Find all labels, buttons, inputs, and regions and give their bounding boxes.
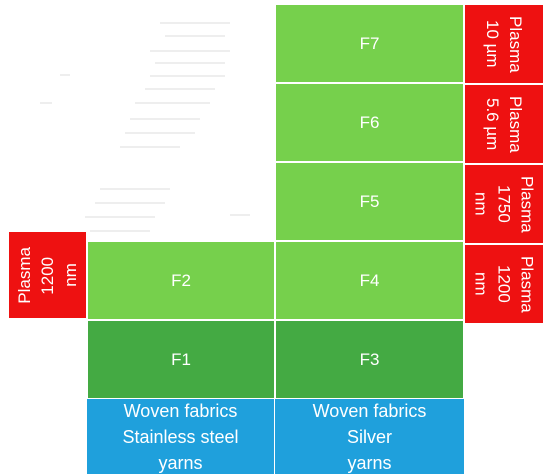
plasma-1200nm-right: Plasma 1200 nm	[464, 244, 544, 324]
plasma-10um-label: Plasma 10 µm	[483, 15, 525, 73]
fabric-f2-label: F2	[171, 270, 191, 290]
plasma-1200nm-right-label: Plasma 1200 nm	[471, 255, 537, 313]
plasma-1200nm-left-label: Plasma 1200 nm	[15, 246, 80, 304]
plasma-5-6um: Plasma 5.6 µm	[464, 84, 544, 164]
base-right-line-3: yarns	[347, 452, 392, 473]
plasma-1750nm-label: Plasma 1750 nm	[471, 175, 537, 233]
base-right-line-2: Silver	[346, 426, 392, 447]
fabric-f7-label: F7	[359, 33, 380, 53]
plasma-5-6um-label: Plasma 5.6 µm	[483, 95, 525, 153]
faded-background-marks	[40, 22, 250, 232]
base-left-line-2: Stainless steel	[122, 426, 239, 447]
fabric-f7: F7	[275, 4, 464, 83]
fabric-f4-label: F4	[359, 270, 380, 290]
plasma-1750nm: Plasma 1750 nm	[464, 164, 544, 244]
base-left-line-3: yarns	[158, 452, 203, 473]
fabric-f2: F2	[87, 241, 275, 320]
base-silver: Woven fabrics Silver yarns	[275, 399, 464, 474]
base-right-line-1: Woven fabrics	[312, 400, 427, 421]
fabric-f3-label: F3	[359, 349, 380, 369]
base-left-line-1: Woven fabrics	[123, 400, 238, 421]
plasma-1200nm-left: Plasma 1200 nm	[8, 231, 87, 319]
base-stainless-steel: Woven fabrics Stainless steel yarns	[87, 399, 275, 474]
fabric-f4: F4	[275, 241, 464, 320]
fabric-f3: F3	[275, 320, 464, 399]
fabric-f5: F5	[275, 162, 464, 241]
fabric-f6: F6	[275, 83, 464, 162]
plasma-10um: Plasma 10 µm	[464, 4, 544, 84]
fabric-f1: F1	[87, 320, 275, 399]
fabric-f6-label: F6	[359, 112, 380, 132]
fabric-f1-label: F1	[171, 349, 191, 369]
fabric-f5-label: F5	[359, 191, 380, 211]
